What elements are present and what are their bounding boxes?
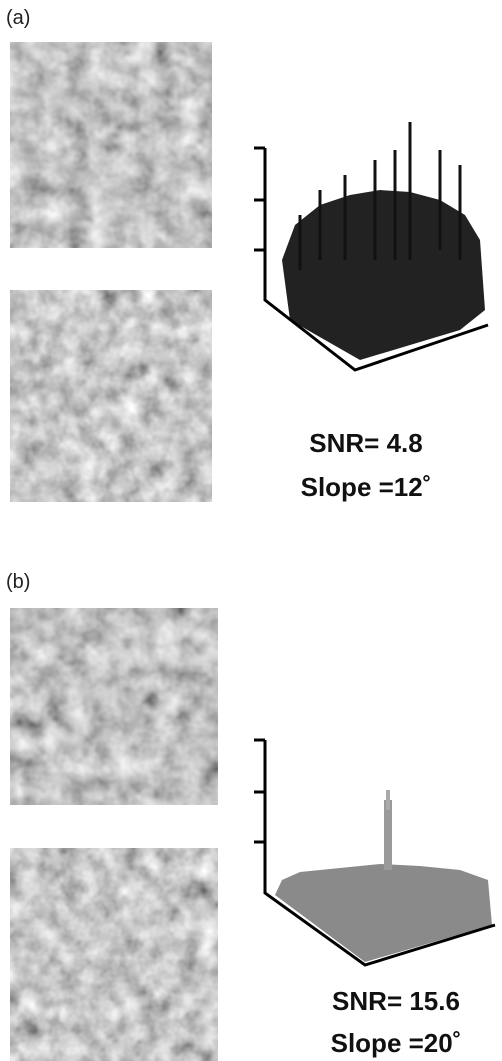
surface-plot <box>254 122 488 370</box>
peak <box>384 800 392 870</box>
panel-label: (b) <box>6 571 30 593</box>
page: (a) SNR= 4.8 Slope =12˚ (b) SNR= 15.6 Sl… <box>0 0 502 1061</box>
snr: SNR= 15.6 <box>332 986 460 1016</box>
image <box>10 608 218 805</box>
image <box>10 42 212 248</box>
axis-ticks <box>254 740 265 842</box>
surface-plot <box>254 740 495 965</box>
slope: Slope =20˚ <box>331 1028 462 1058</box>
image <box>10 848 218 1061</box>
axis-ticks <box>254 148 265 250</box>
surface <box>282 190 485 360</box>
panel-label: (a) <box>6 7 30 29</box>
surface <box>275 864 492 962</box>
peak <box>386 790 390 810</box>
snr: SNR= 4.8 <box>309 428 422 458</box>
slope: Slope =12˚ <box>301 472 432 502</box>
figure: (a) SNR= 4.8 Slope =12˚ (b) SNR= 15.6 Sl… <box>0 0 502 1061</box>
image <box>10 290 212 502</box>
